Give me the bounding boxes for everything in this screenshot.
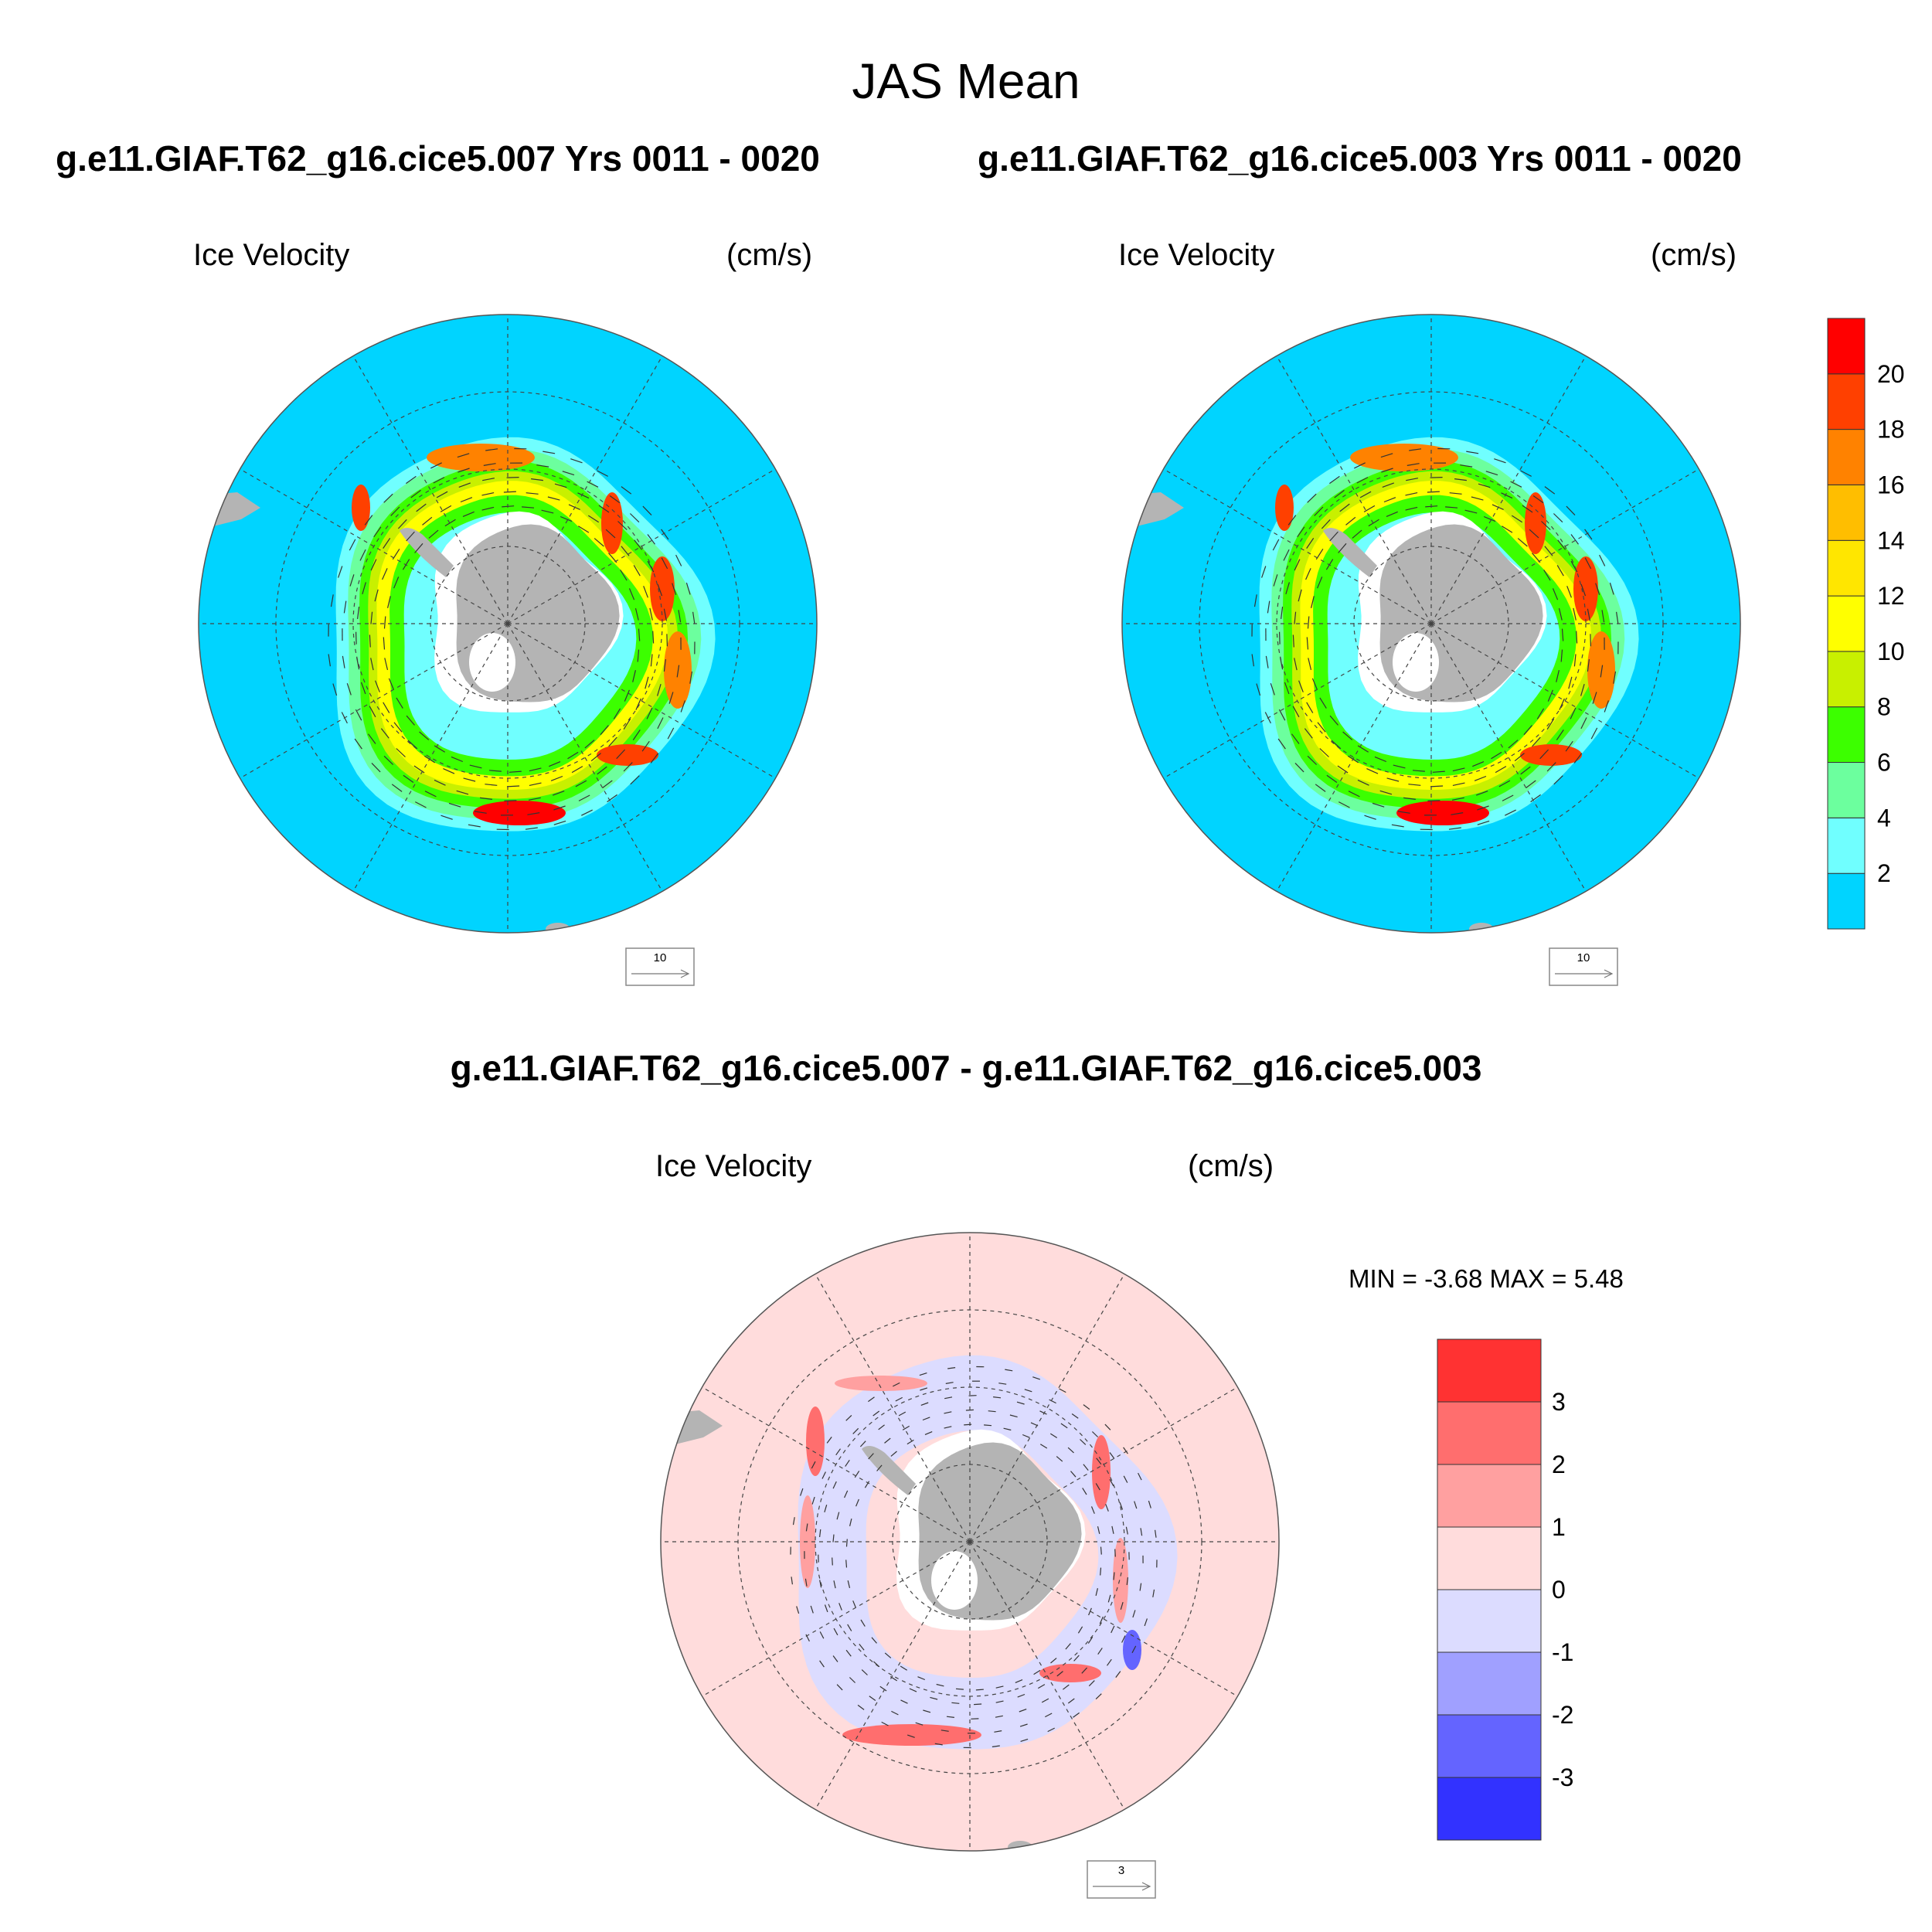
diff-positive-region [806, 1406, 825, 1476]
diff-panel-title: g.e11.GIAF.T62_g16.cice5.007 - g.e11.GIA… [450, 1048, 1482, 1088]
colorbar-tick-label: 0 [1552, 1576, 1566, 1604]
antarctic-peninsula [1323, 528, 1377, 577]
colorbar-box [1437, 1589, 1542, 1653]
diff-min-max: MIN = -3.68 MAX = 5.48 [1349, 1264, 1624, 1293]
reference-vector-label: 10 [654, 951, 667, 964]
colorbar-box [1827, 706, 1866, 764]
left-polar-map [198, 314, 818, 934]
speed-maximum [1396, 801, 1489, 825]
map-border [198, 314, 818, 934]
diff-positive-region [842, 1724, 981, 1746]
diff-colorbar: -3 -2 -1 0 1 2 3 [1437, 1338, 1573, 1841]
reference-vector-box [1087, 1860, 1156, 1899]
right-variable-label: Ice Velocity [1118, 238, 1275, 272]
graticule [661, 1233, 1279, 1851]
colorbar-tick-label: 14 [1877, 526, 1905, 554]
speed-maximum [1275, 485, 1294, 531]
colorbar-box [1827, 762, 1866, 818]
colorbar-box [1437, 1464, 1542, 1528]
velocity-vectors [328, 447, 696, 831]
map-border [1121, 314, 1741, 934]
colorbar-tick-label: 12 [1877, 582, 1905, 610]
colorbar-box [1827, 539, 1866, 597]
ross-ice-shelf [469, 633, 515, 692]
speed-colorbar: 2 4 6 8 10 12 14 16 18 20 [1827, 318, 1905, 930]
colorbar-tick-label: 3 [1552, 1388, 1566, 1416]
reference-vector-label: 10 [1577, 951, 1590, 964]
diff-variable-label: Ice Velocity [655, 1149, 812, 1183]
diff-positive-region [1039, 1664, 1101, 1682]
left-panel-title: g.e11.GIAF.T62_g16.cice5.007 Yrs 0011 - … [56, 138, 820, 179]
ross-ice-shelf [1393, 633, 1439, 692]
colorbar-box [1437, 1526, 1542, 1590]
reference-vector-label: 3 [1118, 1864, 1124, 1877]
speed-maximum [664, 631, 692, 709]
speed-maximum [1587, 631, 1615, 709]
colorbar-tick-label: 4 [1877, 804, 1891, 832]
colorbar-box [1437, 1777, 1542, 1841]
left-unit-label: (cm/s) [726, 238, 813, 272]
diff-positive-region [835, 1376, 927, 1391]
diff-reference-vector: 3 [1087, 1860, 1156, 1899]
diff-polar-map [660, 1232, 1280, 1852]
reference-vector-box [625, 947, 695, 986]
graticule [1122, 315, 1740, 933]
colorbar-box [1827, 651, 1866, 708]
colorbar-tick-label: 8 [1877, 693, 1891, 721]
speed-maximum [352, 485, 370, 531]
right-unit-label: (cm/s) [1651, 238, 1737, 272]
colorbar-box [1827, 595, 1866, 652]
left-reference-vector: 10 [625, 947, 695, 986]
right-reference-vector: 10 [1549, 947, 1618, 986]
right-polar-map [1121, 314, 1741, 934]
speed-maximum [427, 444, 535, 471]
diff-negative-region [1123, 1630, 1141, 1670]
colorbar-tick-label: 18 [1877, 416, 1905, 444]
graticule [199, 315, 817, 933]
colorbar-tick-label: 2 [1552, 1451, 1566, 1478]
colorbar-tick-label: 20 [1877, 360, 1905, 388]
colorbar-box [1437, 1651, 1542, 1716]
colorbar-box [1827, 485, 1866, 541]
diff-unit-label: (cm/s) [1188, 1149, 1274, 1183]
colorbar-tick-label: 2 [1877, 859, 1891, 887]
colorbar-box [1827, 318, 1866, 375]
left-variable-label: Ice Velocity [193, 238, 350, 272]
colorbar-tick-label: -2 [1552, 1701, 1573, 1729]
velocity-vectors [790, 1366, 1158, 1749]
colorbar-box [1437, 1338, 1542, 1403]
reference-vector-box [1549, 947, 1618, 986]
figure-title: JAS Mean [852, 53, 1080, 109]
speed-maximum [597, 744, 658, 766]
colorbar-tick-label: 6 [1877, 749, 1891, 777]
ross-ice-shelf [931, 1551, 978, 1610]
speed-maximum [1520, 744, 1582, 766]
colorbar-tick-label: 16 [1877, 471, 1905, 499]
speed-maximum [473, 801, 566, 825]
diff-positive-region [1113, 1538, 1128, 1623]
map-border [660, 1232, 1280, 1852]
colorbar-tick-label: 1 [1552, 1513, 1566, 1541]
speed-maximum [1525, 492, 1546, 554]
colorbar-box [1827, 817, 1866, 874]
colorbar-box [1827, 872, 1866, 930]
colorbar-box [1437, 1714, 1542, 1778]
speed-maximum [601, 492, 623, 554]
speed-maximum [1573, 556, 1598, 621]
speed-maximum [650, 556, 675, 621]
colorbar-tick-label: -3 [1552, 1764, 1573, 1791]
speed-maximum [1350, 444, 1458, 471]
colorbar-box [1437, 1401, 1542, 1465]
right-panel-title: g.e11.GIAF.T62_g16.cice5.003 Yrs 0011 - … [978, 138, 1742, 179]
antarctic-peninsula [862, 1446, 916, 1495]
colorbar-box [1827, 429, 1866, 485]
colorbar-box [1827, 373, 1866, 430]
antarctic-peninsula [400, 528, 454, 577]
colorbar-tick-label: 10 [1877, 638, 1905, 665]
colorbar-tick-label: -1 [1552, 1638, 1573, 1666]
